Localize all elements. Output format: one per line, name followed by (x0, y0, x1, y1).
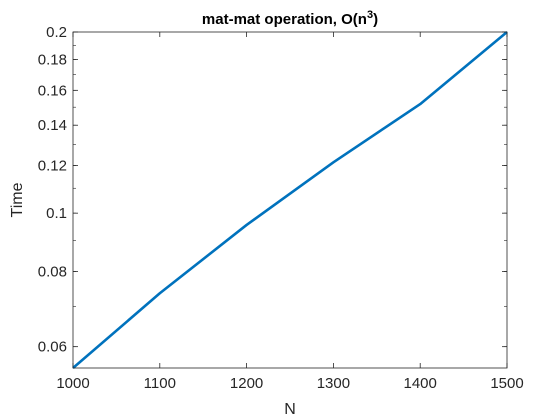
y-tick-label: 0.16 (38, 82, 67, 99)
chart-title-main: mat-mat operation, O(n (202, 11, 367, 28)
series-line (72, 30, 508, 369)
x-tick-label: 1500 (490, 375, 523, 392)
y-tick-label: 0.12 (38, 158, 67, 175)
x-tick-label: 1000 (56, 375, 89, 392)
y-tick-label: 0.08 (38, 263, 67, 280)
axes-box (72, 31, 508, 369)
y-tick-label: 0.1 (46, 205, 67, 222)
chart-title-suffix: ) (373, 11, 378, 28)
y-tick-label: 0.14 (38, 117, 67, 134)
x-tick-label: 1200 (230, 375, 263, 392)
y-tick-label: 0.18 (38, 52, 67, 69)
y-tick-label: 0.06 (38, 339, 67, 356)
series-layer (72, 30, 508, 369)
plot-area (73, 32, 507, 368)
chart-title-superscript: 3 (367, 9, 373, 21)
tick-labels: 1000 1100 1200 1300 1400 1500 0.06 0.08 0.1 0.12 0… (38, 24, 524, 392)
y-tick-label: 0.2 (46, 24, 67, 41)
x-tick-label: 1300 (317, 375, 350, 392)
chart-title: mat-mat operation, O(n3) (202, 9, 378, 28)
x-tick-label: 1400 (404, 375, 437, 392)
x-tick-label: 1100 (144, 375, 176, 392)
y-axis-label: Time (9, 182, 26, 217)
x-axis-label: N (284, 401, 296, 418)
